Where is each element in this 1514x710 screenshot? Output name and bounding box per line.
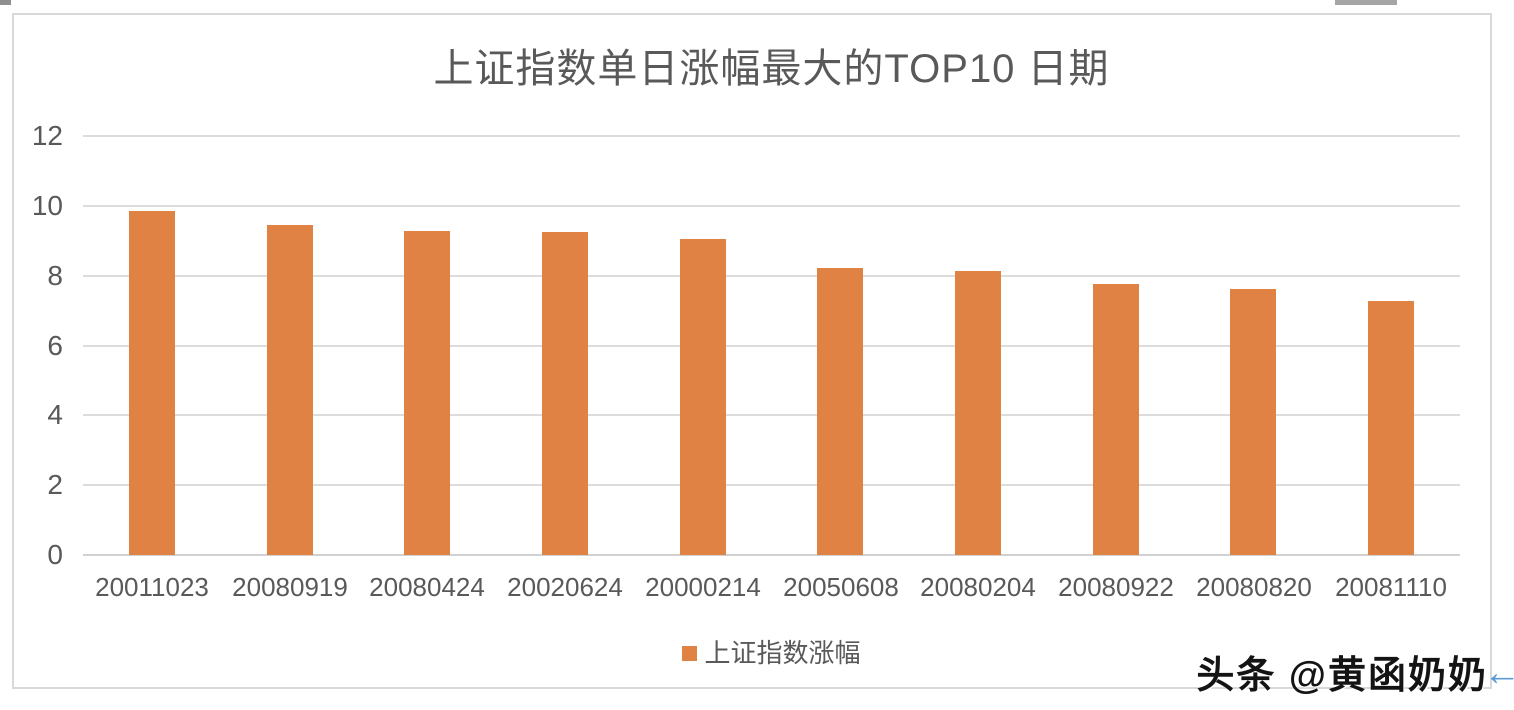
y-tick-label-4: 4	[47, 399, 63, 430]
legend: 上证指数涨幅	[83, 636, 1460, 670]
watermark: 头条 @黄函奶奶	[1196, 655, 1488, 697]
bar-20081110	[1368, 301, 1414, 555]
window-edge-fragment-right	[1335, 0, 1397, 5]
bar-20080919	[267, 225, 313, 555]
bar-20020624	[542, 232, 588, 555]
y-tick-label-8: 8	[47, 260, 63, 291]
bar-20080922	[1093, 284, 1139, 555]
chart-title: 上证指数单日涨幅最大的TOP10 日期	[433, 47, 1110, 91]
gridline-2	[83, 484, 1460, 486]
bar-20011023	[129, 211, 175, 555]
bar-20080204	[955, 271, 1001, 555]
chart-frame: 上证指数单日涨幅最大的TOP10 日期 0 2 4 6 8 10 12 20011023 20…	[12, 13, 1492, 689]
legend-label: 上证指数涨幅	[704, 638, 861, 668]
bar-20080820	[1230, 289, 1276, 555]
x-tick-label-20080922: 20080922	[1058, 572, 1174, 602]
gridline-6	[83, 345, 1460, 347]
x-tick-label-20011023: 20011023	[95, 572, 209, 602]
gridline-0	[83, 554, 1460, 556]
y-tick-label-10: 10	[31, 190, 63, 221]
gridline-8	[83, 275, 1460, 277]
y-tick-label-12: 12	[31, 120, 63, 151]
x-tick-label-20000214: 20000214	[645, 572, 761, 602]
left-arrow-icon: ←	[1483, 652, 1514, 694]
window-edge-fragment-left	[0, 0, 11, 5]
x-tick-label-20081110: 20081110	[1335, 572, 1447, 602]
y-tick-label-0: 0	[47, 539, 63, 570]
x-tick-label-20020624: 20020624	[507, 572, 623, 602]
y-tick-label-2: 2	[47, 469, 63, 500]
gridline-4	[83, 414, 1460, 416]
x-tick-label-20080204: 20080204	[920, 572, 1036, 602]
gridline-12	[83, 135, 1460, 137]
x-tick-label-20080919: 20080919	[232, 572, 348, 602]
bar-20050608	[817, 268, 863, 555]
bar-20080424	[404, 231, 450, 555]
x-tick-label-20080820: 20080820	[1196, 572, 1312, 602]
bar-20000214	[680, 239, 726, 555]
plot-area	[83, 135, 1460, 556]
gridline-10	[83, 205, 1460, 207]
y-tick-label-6: 6	[47, 330, 63, 361]
x-tick-label-20080424: 20080424	[369, 572, 485, 602]
x-tick-label-20050608: 20050608	[783, 572, 899, 602]
legend-marker-icon	[682, 645, 698, 661]
